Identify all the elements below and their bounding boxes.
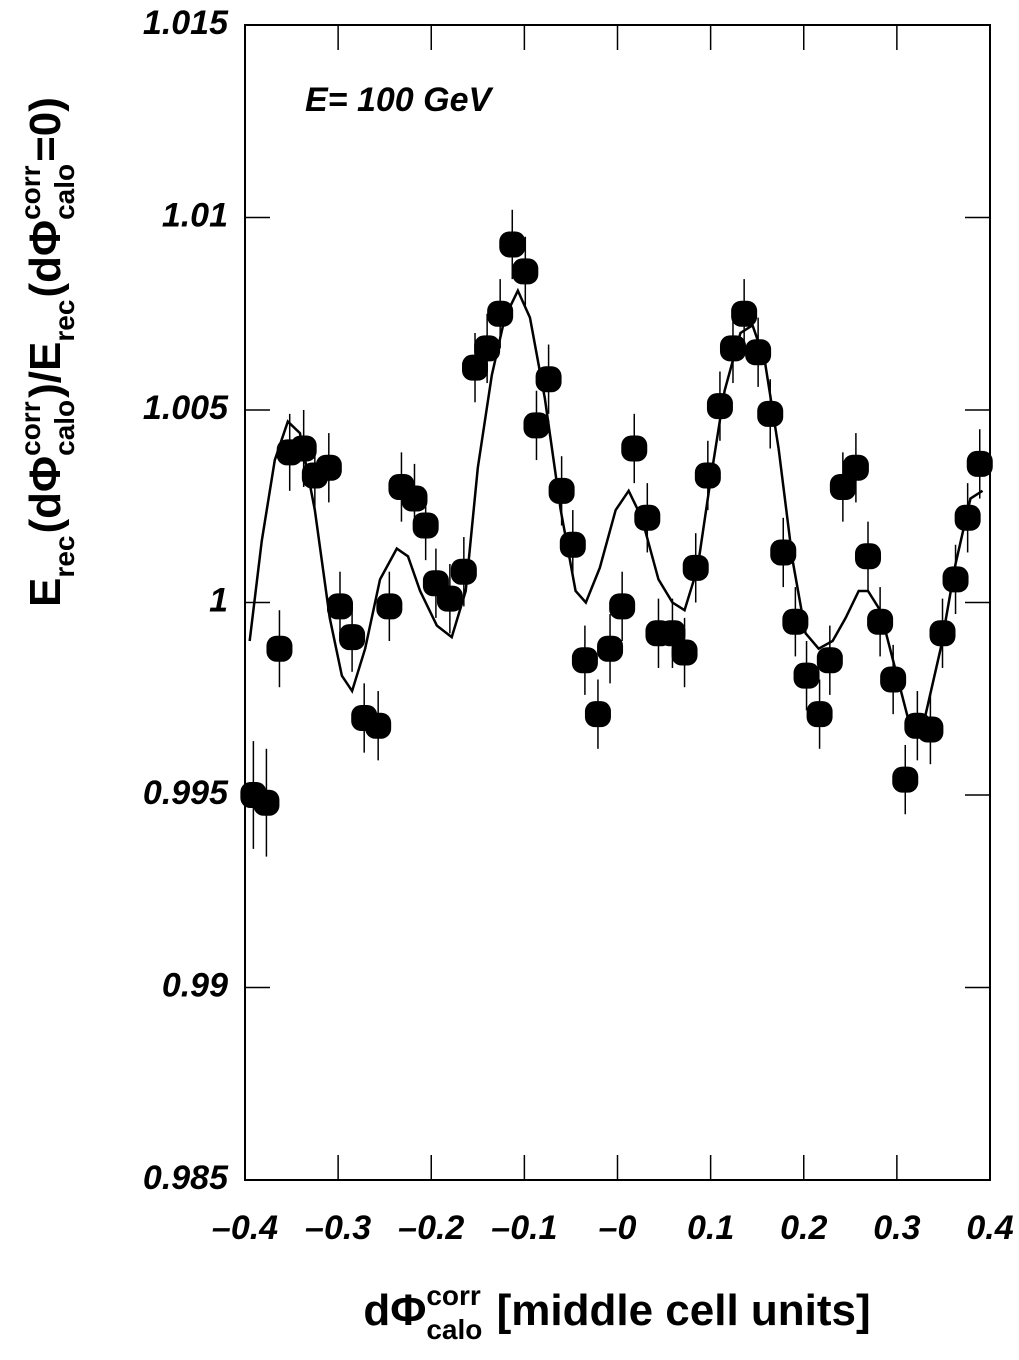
data-point: [523, 412, 550, 439]
x-tick-label: 0.2: [780, 1209, 827, 1247]
axis-label-part: )/E: [21, 342, 70, 398]
x-tick-label: 0.3: [873, 1209, 920, 1247]
data-point: [954, 504, 981, 531]
data-point: [816, 647, 843, 674]
data-point: [634, 504, 661, 531]
axis-label-part: rec: [49, 536, 80, 578]
axis-label-part: dΦ: [363, 1286, 426, 1335]
data-point: [584, 701, 611, 728]
data-point: [842, 454, 869, 481]
data-point: [535, 366, 562, 393]
axis-label-part: calo: [49, 400, 80, 456]
data-point: [745, 339, 772, 366]
y-tick-label: 1.015: [143, 4, 229, 42]
data-point: [706, 393, 733, 420]
data-point: [266, 635, 293, 662]
data-point: [609, 593, 636, 620]
data-point: [793, 662, 820, 689]
data-point: [326, 593, 353, 620]
axis-label-part: =0): [21, 97, 70, 162]
data-point: [315, 454, 342, 481]
data-point: [694, 462, 721, 489]
data-point: [597, 635, 624, 662]
y-tick-label: 0.985: [143, 1159, 229, 1197]
annotation: E= 100 GeV: [305, 81, 495, 119]
axis-label-part: calo: [49, 164, 80, 220]
data-point: [731, 300, 758, 327]
data-point: [512, 258, 539, 285]
data-point: [682, 554, 709, 581]
data-point: [942, 566, 969, 593]
data-point: [806, 701, 833, 728]
data-point: [253, 789, 280, 816]
data-point: [401, 485, 428, 512]
data-point: [757, 400, 784, 427]
data-point: [892, 766, 919, 793]
y-tick-label: 0.99: [162, 966, 228, 1004]
data-point: [474, 335, 501, 362]
data-point: [548, 477, 575, 504]
axis-label-part: corr: [426, 1280, 481, 1311]
axis-label-part: (dΦ: [21, 456, 70, 534]
y-tick-label: 1: [209, 581, 228, 619]
x-tick-label: –0.1: [491, 1209, 557, 1247]
x-tick-label: 0.1: [687, 1209, 734, 1247]
data-point: [621, 435, 648, 462]
axis-label-part: [middle cell units]: [484, 1286, 870, 1335]
data-point: [571, 647, 598, 674]
data-point: [450, 558, 477, 585]
data-point: [462, 354, 489, 381]
axis-label-part: corr: [15, 401, 46, 456]
y-tick-label: 0.995: [143, 774, 229, 812]
data-point: [929, 620, 956, 647]
data-point: [719, 335, 746, 362]
data-point: [770, 539, 797, 566]
axis-label-part: calo: [426, 1314, 482, 1345]
data-point: [290, 435, 317, 462]
data-point: [671, 639, 698, 666]
axis-label-part: E: [21, 578, 70, 607]
data-point: [966, 450, 993, 477]
data-point: [659, 620, 686, 647]
data-point: [855, 543, 882, 570]
y-tick-label: 1.005: [143, 389, 229, 427]
axis-label-part: rec: [49, 300, 80, 342]
x-tick-label: 0.4: [966, 1209, 1013, 1247]
data-point: [499, 231, 526, 258]
axis-label-part: corr: [15, 165, 46, 220]
data-point: [867, 608, 894, 635]
data-point: [917, 716, 944, 743]
data-point: [436, 585, 463, 612]
data-point: [487, 300, 514, 327]
data-point: [376, 593, 403, 620]
y-tick-label: 1.01: [162, 196, 228, 234]
x-tick-label: –0.3: [305, 1209, 371, 1247]
data-point: [782, 608, 809, 635]
x-tick-label: –0: [599, 1209, 637, 1247]
data-point: [880, 666, 907, 693]
data-point: [339, 624, 366, 651]
axis-label-part: (dΦ: [21, 220, 70, 298]
data-point: [559, 531, 586, 558]
data-point: [412, 512, 439, 539]
data-point: [365, 712, 392, 739]
x-tick-label: –0.2: [398, 1209, 464, 1247]
x-tick-label: –0.4: [212, 1209, 278, 1247]
data-point: [829, 474, 856, 500]
fit-line: [248, 287, 984, 728]
